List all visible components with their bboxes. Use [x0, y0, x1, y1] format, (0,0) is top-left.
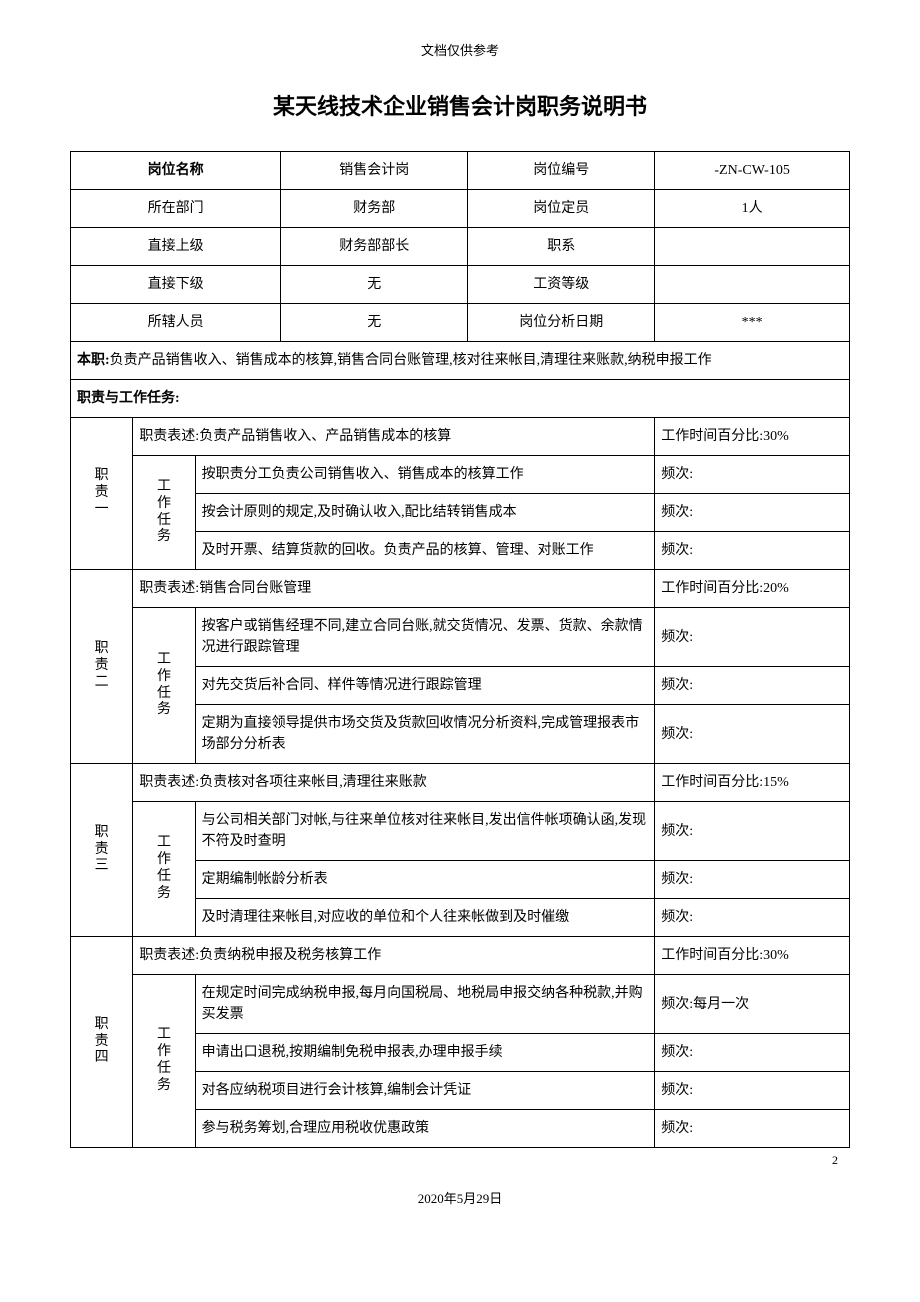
duty-time-pct: 工作时间百分比:30%	[655, 418, 850, 456]
header-note: 文档仅供参考	[70, 40, 850, 59]
task-label: 工作任务	[133, 608, 195, 764]
task-freq: 频次:每月一次	[655, 975, 850, 1034]
info-label-2: 岗位分析日期	[468, 304, 655, 342]
duty-number: 职责三	[71, 764, 133, 937]
duty-number: 职责二	[71, 570, 133, 764]
duty-description: 职责表述:负责产品销售收入、产品销售成本的核算	[133, 418, 655, 456]
task-freq: 频次:	[655, 494, 850, 532]
task-freq: 频次:	[655, 1110, 850, 1148]
task-text: 对先交货后补合同、样件等情况进行跟踪管理	[195, 667, 655, 705]
info-value-1: 财务部部长	[281, 228, 468, 266]
task-text: 定期为直接领导提供市场交货及货款回收情况分析资料,完成管理报表市场部分分析表	[195, 705, 655, 764]
task-freq: 频次:	[655, 899, 850, 937]
info-label-1: 岗位名称	[71, 152, 281, 190]
info-value-1: 财务部	[281, 190, 468, 228]
task-text: 及时开票、结算货款的回收。负责产品的核算、管理、对账工作	[195, 532, 655, 570]
duty-number: 职责四	[71, 937, 133, 1148]
task-freq: 频次:	[655, 667, 850, 705]
info-value-2	[655, 266, 850, 304]
task-text: 在规定时间完成纳税申报,每月向国税局、地税局申报交纳各种税款,并购买发票	[195, 975, 655, 1034]
duty-description: 职责表述:负责核对各项往来帐目,清理往来账款	[133, 764, 655, 802]
task-text: 按会计原则的规定,及时确认收入,配比结转销售成本	[195, 494, 655, 532]
task-text: 申请出口退税,按期编制免税申报表,办理申报手续	[195, 1034, 655, 1072]
task-text: 按客户或销售经理不同,建立合同台账,就交货情况、发票、货款、余款情况进行跟踪管理	[195, 608, 655, 667]
task-freq: 频次:	[655, 608, 850, 667]
info-label-1: 所在部门	[71, 190, 281, 228]
task-text: 定期编制帐龄分析表	[195, 861, 655, 899]
task-freq: 频次:	[655, 802, 850, 861]
duty-description: 职责表述:销售合同台账管理	[133, 570, 655, 608]
duty-description: 职责表述:负责纳税申报及税务核算工作	[133, 937, 655, 975]
info-value-2: -ZN-CW-105	[655, 152, 850, 190]
page-title: 某天线技术企业销售会计岗职务说明书	[70, 89, 850, 121]
task-text: 参与税务筹划,合理应用税收优惠政策	[195, 1110, 655, 1148]
info-label-1: 所辖人员	[71, 304, 281, 342]
task-text: 及时清理往来帐目,对应收的单位和个人往来帐做到及时催缴	[195, 899, 655, 937]
task-freq: 频次:	[655, 1072, 850, 1110]
task-freq: 频次:	[655, 861, 850, 899]
task-freq: 频次:	[655, 705, 850, 764]
footer-date: 2020年5月29日	[70, 1188, 850, 1207]
task-label: 工作任务	[133, 975, 195, 1148]
main-duty: 本职:负责产品销售收入、销售成本的核算,销售合同台账管理,核对往来帐目,清理往来…	[71, 342, 850, 380]
info-value-1: 销售会计岗	[281, 152, 468, 190]
info-label-2: 职系	[468, 228, 655, 266]
info-label-1: 直接下级	[71, 266, 281, 304]
info-label-2: 岗位定员	[468, 190, 655, 228]
info-value-2: ***	[655, 304, 850, 342]
job-description-table: 岗位名称 销售会计岗 岗位编号 -ZN-CW-105 所在部门 财务部 岗位定员…	[70, 151, 850, 1148]
task-text: 对各应纳税项目进行会计核算,编制会计凭证	[195, 1072, 655, 1110]
info-value-2	[655, 228, 850, 266]
duty-time-pct: 工作时间百分比:15%	[655, 764, 850, 802]
duty-time-pct: 工作时间百分比:30%	[655, 937, 850, 975]
info-value-1: 无	[281, 304, 468, 342]
info-value-1: 无	[281, 266, 468, 304]
page-number: 2	[70, 1153, 850, 1168]
section-header: 职责与工作任务:	[71, 380, 850, 418]
task-text: 按职责分工负责公司销售收入、销售成本的核算工作	[195, 456, 655, 494]
task-label: 工作任务	[133, 802, 195, 937]
info-label-1: 直接上级	[71, 228, 281, 266]
task-label: 工作任务	[133, 456, 195, 570]
info-label-2: 岗位编号	[468, 152, 655, 190]
task-freq: 频次:	[655, 1034, 850, 1072]
task-freq: 频次:	[655, 456, 850, 494]
duty-number: 职责一	[71, 418, 133, 570]
info-label-2: 工资等级	[468, 266, 655, 304]
info-value-2: 1人	[655, 190, 850, 228]
duty-time-pct: 工作时间百分比:20%	[655, 570, 850, 608]
task-freq: 频次:	[655, 532, 850, 570]
task-text: 与公司相关部门对帐,与往来单位核对往来帐目,发出信件帐项确认函,发现不符及时查明	[195, 802, 655, 861]
